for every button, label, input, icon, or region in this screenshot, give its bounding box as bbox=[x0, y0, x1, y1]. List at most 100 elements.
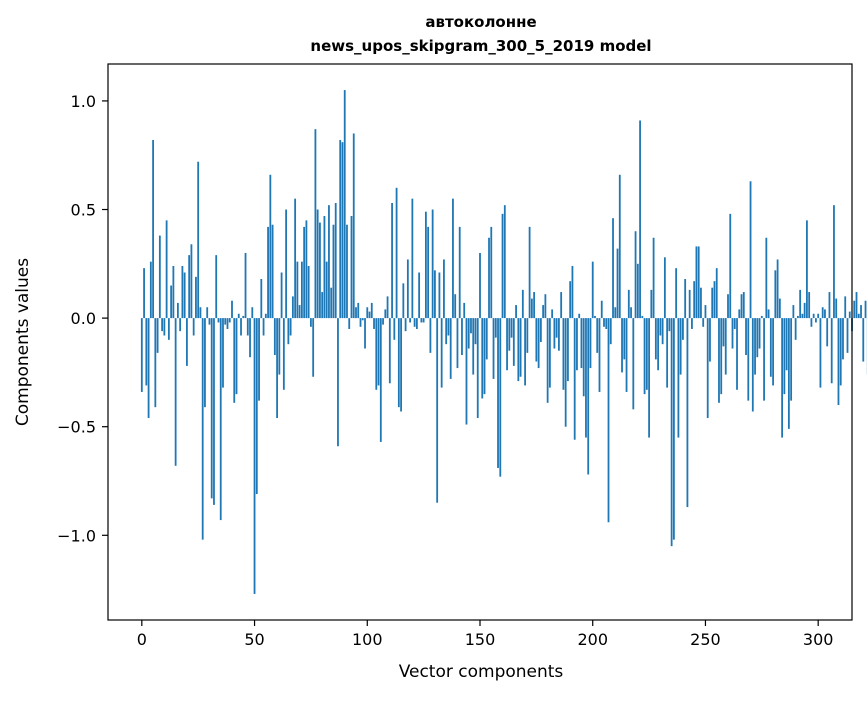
bar-component-224 bbox=[646, 318, 648, 390]
bar-component-143 bbox=[463, 303, 465, 318]
bar-component-84 bbox=[330, 288, 332, 318]
bar-component-259 bbox=[725, 318, 727, 374]
bar-component-311 bbox=[842, 318, 844, 359]
bar-component-304 bbox=[826, 318, 828, 346]
bar-component-98 bbox=[362, 318, 364, 320]
bar-component-240 bbox=[682, 318, 684, 340]
bar-component-272 bbox=[754, 318, 756, 374]
y-tick-label: 0.0 bbox=[71, 309, 96, 328]
bar-component-197 bbox=[585, 318, 587, 437]
bar-component-178 bbox=[542, 305, 544, 318]
bar-component-233 bbox=[666, 318, 668, 388]
bar-component-121 bbox=[414, 318, 416, 327]
bar-component-65 bbox=[287, 318, 289, 344]
bar-component-158 bbox=[497, 318, 499, 468]
bar-component-200 bbox=[592, 262, 594, 318]
bar-component-231 bbox=[662, 318, 664, 344]
bar-component-131 bbox=[436, 318, 438, 503]
bar-component-288 bbox=[790, 318, 792, 401]
bar-component-250 bbox=[705, 305, 707, 318]
bar-component-22 bbox=[191, 244, 193, 318]
bar-component-236 bbox=[673, 318, 675, 540]
bar-component-191 bbox=[572, 266, 574, 318]
bar-component-11 bbox=[166, 220, 168, 318]
bar-component-105 bbox=[378, 318, 380, 385]
bar-component-274 bbox=[759, 318, 761, 348]
bar-component-183 bbox=[554, 318, 556, 348]
bar-component-10 bbox=[163, 318, 165, 335]
bar-component-96 bbox=[357, 303, 359, 318]
bar-component-252 bbox=[709, 318, 711, 361]
bar-component-195 bbox=[581, 318, 583, 368]
bar-component-125 bbox=[423, 318, 425, 322]
chart-title: автоколонне bbox=[425, 13, 536, 31]
bar-component-111 bbox=[391, 203, 393, 318]
bar-component-203 bbox=[599, 318, 601, 392]
bar-component-149 bbox=[477, 318, 479, 418]
x-axis-label: Vector components bbox=[399, 662, 564, 682]
bar-component-207 bbox=[608, 318, 610, 522]
bar-component-232 bbox=[664, 257, 666, 318]
bar-component-25 bbox=[197, 162, 199, 318]
bar-component-73 bbox=[306, 220, 308, 318]
bar-component-31 bbox=[211, 318, 213, 498]
bar-component-122 bbox=[416, 318, 418, 329]
y-tick-label: −1.0 bbox=[57, 526, 96, 545]
bar-component-169 bbox=[522, 290, 524, 318]
x-tick-label: 250 bbox=[690, 630, 721, 649]
bar-component-58 bbox=[272, 225, 274, 318]
bar-component-101 bbox=[369, 312, 371, 319]
bar-component-51 bbox=[256, 318, 258, 494]
bar-component-289 bbox=[792, 305, 794, 318]
bar-component-310 bbox=[840, 318, 842, 385]
bar-component-198 bbox=[587, 318, 589, 474]
bar-component-305 bbox=[829, 292, 831, 318]
bar-component-270 bbox=[750, 181, 752, 318]
bar-component-239 bbox=[680, 318, 682, 374]
bar-component-63 bbox=[283, 318, 285, 390]
bar-component-301 bbox=[820, 318, 822, 388]
bar-component-300 bbox=[817, 314, 819, 318]
bar-component-75 bbox=[310, 318, 312, 327]
bar-component-26 bbox=[200, 307, 202, 318]
bar-component-190 bbox=[569, 281, 571, 318]
bar-component-123 bbox=[418, 273, 420, 319]
bar-component-147 bbox=[472, 318, 474, 374]
bar-component-29 bbox=[206, 307, 208, 318]
bar-component-294 bbox=[804, 303, 806, 318]
bar-component-86 bbox=[335, 203, 337, 318]
bar-component-3 bbox=[148, 318, 150, 418]
bar-component-181 bbox=[549, 318, 551, 388]
bar-component-14 bbox=[172, 266, 174, 318]
bar-component-132 bbox=[439, 273, 441, 319]
bar-component-256 bbox=[718, 318, 720, 403]
bar-component-120 bbox=[411, 199, 413, 318]
bar-component-194 bbox=[578, 314, 580, 318]
bar-component-124 bbox=[420, 318, 422, 322]
bar-component-222 bbox=[641, 316, 643, 318]
plot-frame bbox=[108, 64, 852, 620]
bar-component-114 bbox=[398, 318, 400, 407]
bar-component-189 bbox=[567, 318, 569, 381]
bar-component-83 bbox=[328, 205, 330, 318]
bar-component-174 bbox=[533, 292, 535, 318]
bar-component-118 bbox=[407, 259, 409, 318]
bar-component-206 bbox=[605, 318, 607, 329]
bar-component-261 bbox=[729, 214, 731, 318]
bar-component-280 bbox=[772, 318, 774, 385]
bar-component-320 bbox=[862, 318, 864, 361]
bar-component-116 bbox=[402, 283, 404, 318]
bar-component-28 bbox=[204, 318, 206, 407]
bar-component-113 bbox=[396, 188, 398, 318]
bar-component-52 bbox=[258, 318, 260, 401]
bar-component-67 bbox=[292, 296, 294, 318]
bar-component-209 bbox=[612, 218, 614, 318]
bar-component-64 bbox=[285, 210, 287, 319]
bar-component-201 bbox=[594, 316, 596, 318]
bar-component-112 bbox=[393, 318, 395, 340]
bar-component-39 bbox=[229, 318, 231, 322]
bar-component-182 bbox=[551, 309, 553, 318]
bar-component-126 bbox=[425, 212, 427, 318]
bar-component-53 bbox=[260, 279, 262, 318]
